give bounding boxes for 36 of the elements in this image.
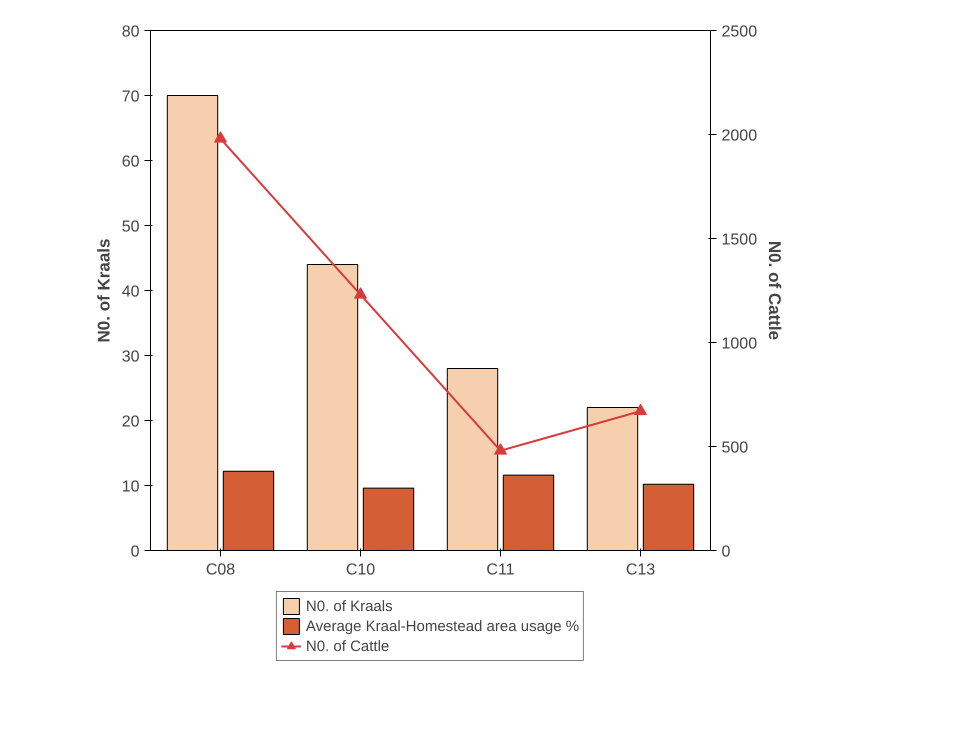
legend-label: N0. of Cattle xyxy=(306,638,390,654)
bar xyxy=(222,470,274,550)
bar xyxy=(166,95,218,550)
x-tick-label: C08 xyxy=(206,562,236,578)
y-tick-label: 50 xyxy=(122,218,140,236)
point xyxy=(634,404,647,416)
point xyxy=(494,443,507,455)
bar xyxy=(642,484,694,550)
y2-axis-title: N0. of Cattle xyxy=(765,240,784,340)
y2-tick-label: 500 xyxy=(722,440,748,456)
y-tick-label: 60 xyxy=(122,154,140,170)
y-tick-label: 0 xyxy=(130,544,140,560)
y2-tick-label: 1500 xyxy=(722,232,758,248)
x-tick-label: C10 xyxy=(346,562,376,578)
x-tick-label: C11 xyxy=(486,562,515,578)
point xyxy=(354,287,367,299)
y2-tick-label: 2000 xyxy=(722,128,758,144)
y-tick-label: 20 xyxy=(122,414,140,430)
bar xyxy=(502,474,554,550)
bar xyxy=(362,488,414,550)
y2-tick-label: 1000 xyxy=(722,336,758,352)
x-tick-label: C13 xyxy=(626,562,656,578)
y-tick-label: 40 xyxy=(122,284,140,300)
bar xyxy=(446,368,498,550)
point xyxy=(214,131,227,143)
bar xyxy=(586,407,638,550)
y-tick-label: 80 xyxy=(122,24,140,40)
y2-tick-label: 0 xyxy=(722,544,730,560)
legend-label: Average Kraal-Homestead area usage % xyxy=(306,618,580,634)
bar xyxy=(306,264,358,550)
y2-tick-label: 2500 xyxy=(722,24,758,40)
legend-label: N0. of Kraals xyxy=(306,598,393,614)
y-tick-label: 30 xyxy=(122,348,140,366)
y-tick-label: 70 xyxy=(122,88,140,106)
y-tick-label: 10 xyxy=(122,478,140,496)
y-axis-title: N0. of Kraals xyxy=(94,238,114,342)
